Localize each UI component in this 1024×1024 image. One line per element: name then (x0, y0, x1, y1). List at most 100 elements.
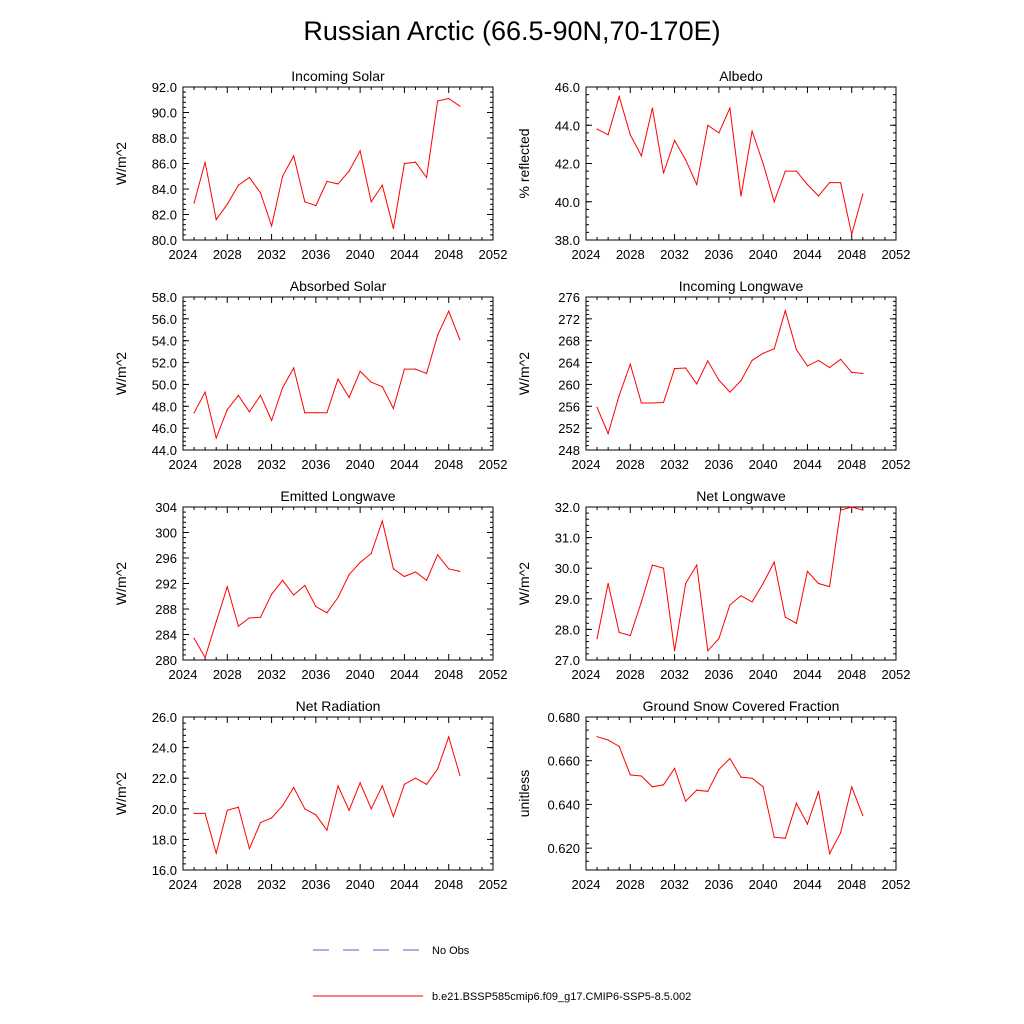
data-point (392, 227, 394, 230)
data-point (751, 130, 753, 132)
data-point (596, 637, 598, 640)
data-point (718, 379, 720, 381)
data-point (640, 775, 642, 777)
data-point (414, 571, 417, 573)
x-tick-label: 2024 (169, 457, 198, 472)
data-point (226, 586, 228, 588)
data-point (651, 107, 654, 109)
data-point (718, 132, 720, 134)
x-tick-label: 2048 (837, 457, 866, 472)
data-point (259, 821, 262, 824)
data-point (193, 412, 195, 414)
data-point (270, 225, 273, 227)
x-tick-label: 2032 (257, 667, 286, 682)
x-tick-label: 2044 (390, 667, 419, 682)
data-point (629, 774, 631, 776)
y-tick-label: 260 (558, 377, 580, 392)
data-point (673, 767, 676, 769)
x-tick-label: 2040 (346, 247, 375, 262)
x-tick-label: 2048 (837, 667, 866, 682)
data-point (414, 777, 417, 779)
data-point (248, 617, 251, 619)
data-point (618, 745, 620, 748)
data-point (193, 812, 195, 814)
x-tick-label: 2036 (704, 667, 733, 682)
x-tick-label: 2024 (572, 667, 601, 682)
y-tick-label: 276 (558, 290, 580, 305)
y-tick-label: 30.0 (555, 561, 580, 576)
data-point (204, 656, 206, 659)
data-point (828, 182, 831, 184)
data-point (381, 520, 383, 522)
data-point (359, 370, 361, 372)
data-point (237, 625, 239, 627)
data-point (596, 406, 598, 408)
y-tick-label: 284 (155, 628, 177, 643)
data-point (773, 348, 775, 350)
x-tick-label: 2040 (346, 877, 375, 892)
y-axis-label: W/m^2 (516, 562, 532, 605)
data-point (851, 371, 853, 374)
y-tick-label: 40.0 (555, 195, 580, 210)
data-point (662, 401, 665, 404)
y-tick-label: 280 (155, 653, 177, 668)
data-point (762, 162, 764, 165)
y-tick-label: 256 (558, 399, 580, 414)
data-point (828, 585, 831, 588)
data-point (282, 579, 284, 581)
x-tick-label: 2052 (882, 877, 911, 892)
y-tick-label: 22.0 (152, 771, 177, 786)
data-point (806, 823, 809, 825)
data-point (304, 412, 306, 414)
x-tick-label: 2036 (301, 877, 330, 892)
data-point (596, 736, 598, 738)
y-tick-label: 92.0 (152, 80, 177, 95)
data-point (270, 817, 273, 819)
plot-frame (585, 86, 897, 241)
y-tick-label: 82.0 (152, 208, 177, 223)
data-point (596, 128, 598, 130)
y-tick-label: 31.0 (555, 531, 580, 546)
panel-title: Incoming Longwave (679, 278, 804, 294)
data-point (817, 790, 820, 792)
data-point (851, 506, 853, 508)
x-tick-label: 2052 (479, 247, 508, 262)
x-tick-label: 2036 (704, 247, 733, 262)
x-tick-label: 2024 (169, 667, 198, 682)
data-point (607, 433, 609, 435)
x-tick-label: 2036 (301, 457, 330, 472)
series-line (193, 519, 460, 659)
data-point (673, 139, 676, 142)
data-point (259, 394, 262, 396)
y-tick-label: 80.0 (152, 233, 177, 248)
data-point (718, 768, 720, 771)
data-point (751, 601, 753, 603)
data-point (806, 365, 809, 367)
data-point (840, 832, 842, 834)
data-point (226, 203, 228, 205)
x-tick-label: 2032 (660, 667, 689, 682)
data-point (282, 805, 284, 807)
y-tick-label: 272 (558, 312, 580, 327)
data-point (729, 107, 731, 109)
x-tick-label: 2040 (749, 457, 778, 472)
data-point (425, 372, 428, 375)
data-point (696, 564, 698, 566)
y-tick-label: 29.0 (555, 592, 580, 607)
data-point (685, 367, 687, 369)
data-point (817, 195, 820, 197)
chart-panel: Ground Snow Covered Fraction unitless 2024… (516, 698, 910, 892)
y-tick-label: 28.0 (555, 622, 580, 637)
data-point (685, 800, 687, 802)
y-tick-label: 288 (155, 602, 177, 617)
data-point (259, 616, 262, 618)
data-point (359, 150, 361, 152)
data-point (795, 170, 797, 172)
data-point (337, 596, 339, 599)
data-point (607, 739, 609, 741)
data-point (259, 192, 262, 194)
data-point (784, 310, 786, 312)
series-line (596, 736, 864, 856)
data-point (215, 621, 217, 623)
panel-title: Emitted Longwave (280, 488, 395, 504)
